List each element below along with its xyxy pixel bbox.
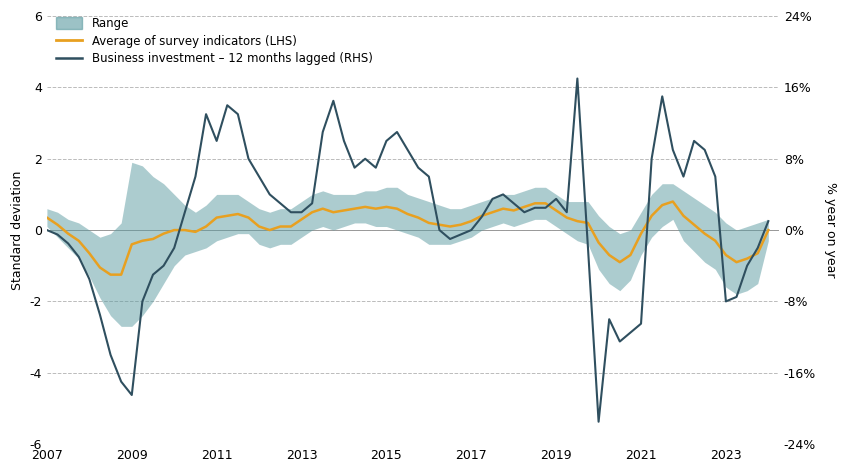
Y-axis label: Standard deviation: Standard deviation bbox=[11, 170, 24, 290]
Y-axis label: % year on year: % year on year bbox=[824, 182, 837, 278]
Legend: Range, Average of survey indicators (LHS), Business investment – 12 months lagge: Range, Average of survey indicators (LHS… bbox=[53, 13, 377, 69]
